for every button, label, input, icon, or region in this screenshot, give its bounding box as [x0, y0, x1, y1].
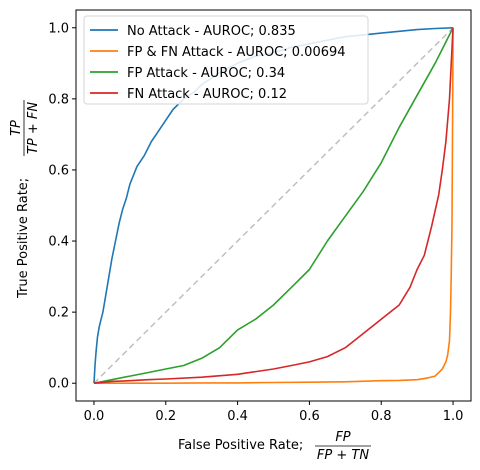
legend-label-0: No Attack - AUROC; 0.835 [127, 24, 296, 39]
y-axis-label-text: True Positive Rate; [16, 174, 31, 299]
x-axis-ticks: 0.0 0.2 0.4 0.6 0.8 1.0 [84, 401, 464, 424]
x-axis-label-numerator: FP [335, 430, 350, 445]
y-tick-label: 0.2 [48, 306, 69, 321]
y-axis-label-denominator: TP + FN [26, 102, 41, 154]
plot-frame [75, 9, 472, 402]
x-tick-label: 0.8 [371, 409, 392, 424]
x-tick-label: 0.6 [299, 409, 320, 424]
y-axis-label-numerator: TP [9, 120, 24, 136]
legend-label-1: FP & FN Attack - AUROC; 0.00694 [127, 45, 346, 60]
x-tick-label: 0.2 [155, 409, 176, 424]
legend: No Attack - AUROC; 0.835 FP & FN Attack -… [83, 15, 369, 105]
x-axis-label-denominator: FP + TN [317, 448, 369, 463]
series-line-2 [93, 27, 454, 384]
legend-box [83, 15, 369, 105]
series-line-1 [94, 27, 454, 385]
series-line-3 [93, 27, 454, 384]
legend-label-3: FN Attack - AUROC; 0.12 [127, 87, 287, 102]
legend-label-2: FP Attack - AUROC; 0.34 [127, 66, 285, 81]
y-tick-label: 1.0 [48, 21, 69, 36]
random-classifier-line [93, 27, 454, 384]
y-tick-label: 0.4 [48, 235, 69, 250]
y-tick-label: 0.6 [48, 163, 69, 178]
y-tick-label: 0.0 [48, 377, 69, 392]
x-tick-label: 0.0 [84, 409, 105, 424]
x-tick-label: 0.4 [227, 409, 248, 424]
y-axis-label: True Positive Rate; TP TP + FN [9, 100, 41, 299]
x-tick-label: 1.0 [443, 409, 464, 424]
x-axis-label-text: False Positive Rate; [178, 438, 307, 453]
y-axis-ticks: 0.0 0.2 0.4 0.6 0.8 1.0 [48, 21, 76, 392]
y-tick-label: 0.8 [48, 92, 69, 107]
x-axis-label: False Positive Rate; FP FP + TN [178, 430, 371, 463]
